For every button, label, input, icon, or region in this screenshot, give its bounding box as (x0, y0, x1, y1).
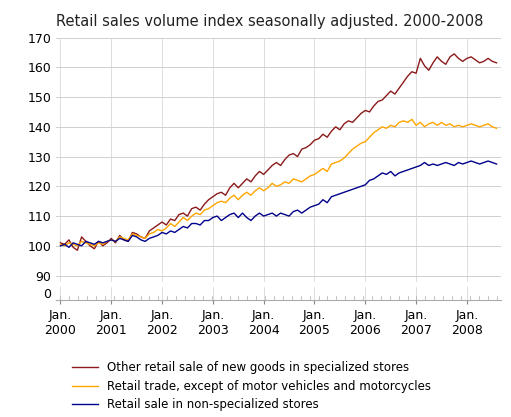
Retail sale in non-specialized stores (494, 161, 500, 166)
Other retail sale of new goods in specialized stores (277, 163, 284, 168)
Other retail sale of new goods in specialized stores (494, 60, 500, 65)
Line: Retail trade, except of motor vehicles and motorcycles: Retail trade, except of motor vehicles a… (60, 119, 497, 246)
Retail trade, except of motor vehicles and motorcycles (409, 117, 415, 122)
Retail sale in non-specialized stores (277, 211, 284, 216)
Retail sale in non-specialized stores (459, 161, 466, 166)
Retail sale in non-specialized stores (468, 158, 474, 163)
Other retail sale of new goods in specialized stores (485, 56, 491, 61)
Retail sale in non-specialized stores (74, 242, 80, 247)
Other retail sale of new goods in specialized stores (70, 245, 76, 250)
Retail sale in non-specialized stores (66, 245, 72, 250)
Line: Retail sale in non-specialized stores: Retail sale in non-specialized stores (60, 161, 497, 247)
Retail trade, except of motor vehicles and motorcycles (74, 244, 80, 249)
Retail trade, except of motor vehicles and motorcycles (494, 126, 500, 131)
Retail trade, except of motor vehicles and motorcycles (464, 123, 470, 128)
Retail trade, except of motor vehicles and motorcycles (189, 214, 195, 219)
Other retail sale of new goods in specialized stores (74, 248, 80, 253)
Retail trade, except of motor vehicles and motorcycles (62, 244, 68, 249)
Retail trade, except of motor vehicles and motorcycles (277, 182, 284, 187)
Retail sale in non-specialized stores (485, 158, 491, 163)
Other retail sale of new goods in specialized stores (172, 218, 178, 223)
Retail sale in non-specialized stores (57, 244, 63, 249)
Other retail sale of new goods in specialized stores (189, 206, 195, 211)
Text: Retail sales volume index seasonally adjusted. 2000-2008: Retail sales volume index seasonally adj… (56, 14, 483, 29)
Retail trade, except of motor vehicles and motorcycles (172, 224, 178, 229)
Retail trade, except of motor vehicles and motorcycles (485, 121, 491, 126)
Retail trade, except of motor vehicles and motorcycles (57, 242, 63, 247)
Legend: Other retail sale of new goods in specialized stores, Retail trade, except of mo: Other retail sale of new goods in specia… (73, 362, 431, 411)
Other retail sale of new goods in specialized stores (464, 56, 470, 61)
Other retail sale of new goods in specialized stores (451, 51, 457, 56)
Line: Other retail sale of new goods in specialized stores: Other retail sale of new goods in specia… (60, 54, 497, 250)
Retail sale in non-specialized stores (189, 221, 195, 226)
Other retail sale of new goods in specialized stores (57, 240, 63, 245)
Retail sale in non-specialized stores (172, 230, 178, 235)
